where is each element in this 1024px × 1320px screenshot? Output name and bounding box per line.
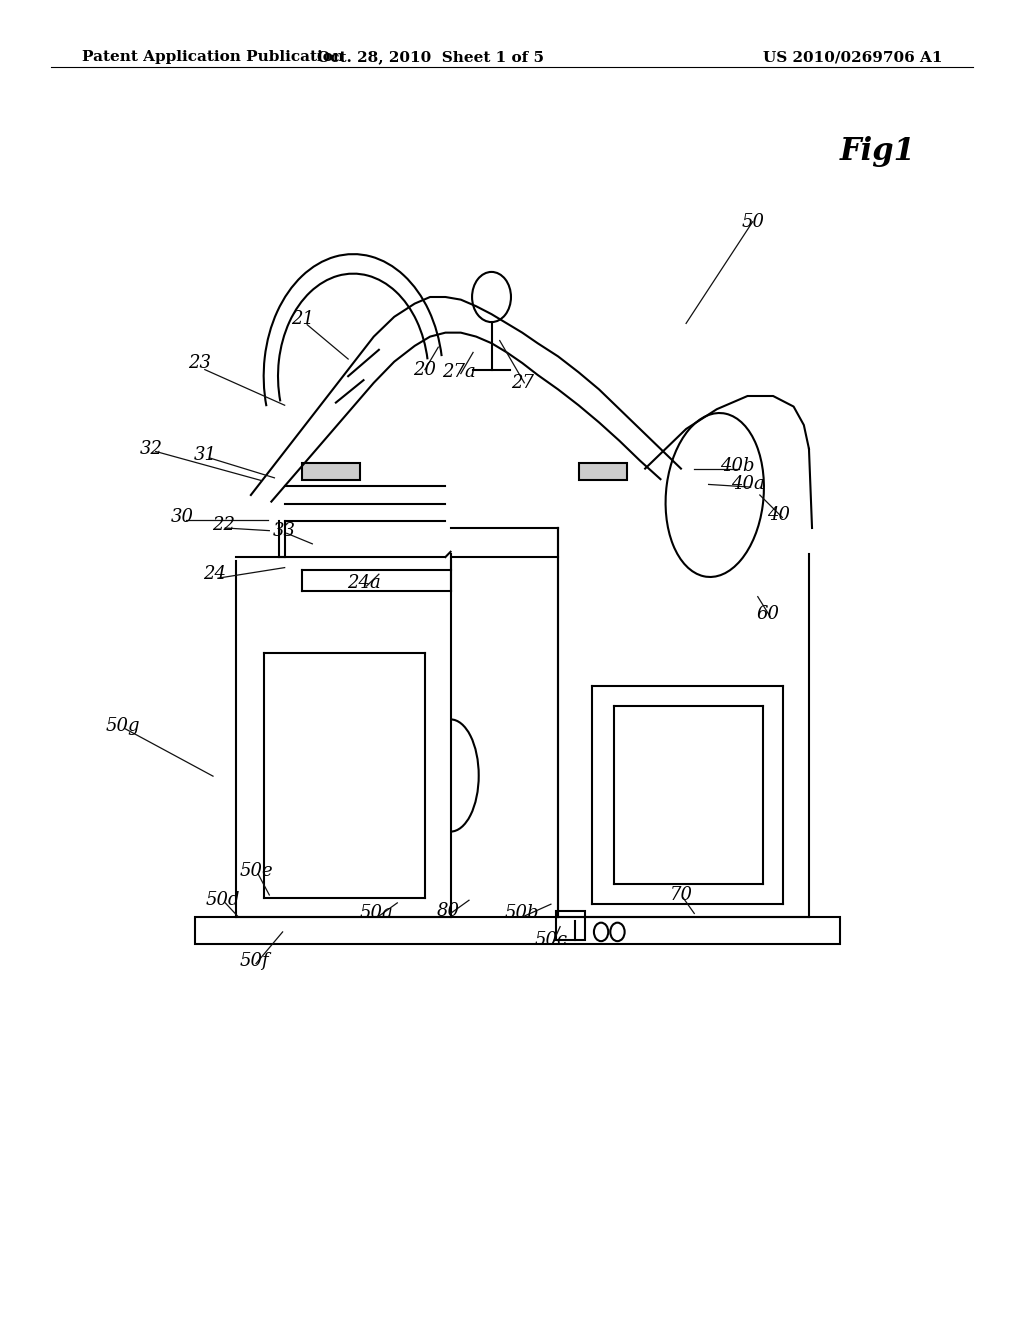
Text: 32: 32 — [140, 440, 163, 458]
Text: 24: 24 — [204, 565, 226, 583]
Bar — [302, 463, 360, 480]
Text: 50g: 50g — [105, 717, 140, 735]
Text: Oct. 28, 2010  Sheet 1 of 5: Oct. 28, 2010 Sheet 1 of 5 — [316, 50, 544, 65]
Text: 50f: 50f — [240, 952, 268, 970]
Text: 50d: 50d — [206, 891, 241, 909]
Text: 33: 33 — [273, 521, 296, 540]
Bar — [579, 463, 627, 480]
Text: 22: 22 — [212, 516, 234, 535]
Text: Fig1: Fig1 — [840, 136, 915, 168]
Text: 24a: 24a — [347, 574, 380, 593]
Text: 50a: 50a — [360, 904, 393, 923]
Text: 20: 20 — [414, 360, 436, 379]
Text: 50b: 50b — [505, 904, 540, 923]
Text: 23: 23 — [188, 354, 211, 372]
Text: 80: 80 — [437, 902, 460, 920]
Text: 40b: 40b — [720, 457, 755, 475]
Text: US 2010/0269706 A1: US 2010/0269706 A1 — [763, 50, 942, 65]
Text: 27a: 27a — [442, 363, 475, 381]
Bar — [195, 917, 840, 944]
Text: 31: 31 — [194, 446, 216, 465]
Text: 27: 27 — [511, 374, 534, 392]
Text: 50: 50 — [741, 213, 764, 231]
Text: 50c: 50c — [535, 931, 567, 949]
Text: 60: 60 — [757, 605, 779, 623]
Text: 70: 70 — [670, 886, 692, 904]
Text: 21: 21 — [291, 310, 313, 329]
Text: 30: 30 — [171, 508, 194, 527]
Bar — [556, 911, 585, 940]
Text: Patent Application Publication: Patent Application Publication — [82, 50, 344, 65]
Text: 40a: 40a — [731, 475, 764, 494]
Text: 40: 40 — [767, 506, 790, 524]
Text: 50e: 50e — [240, 862, 272, 880]
